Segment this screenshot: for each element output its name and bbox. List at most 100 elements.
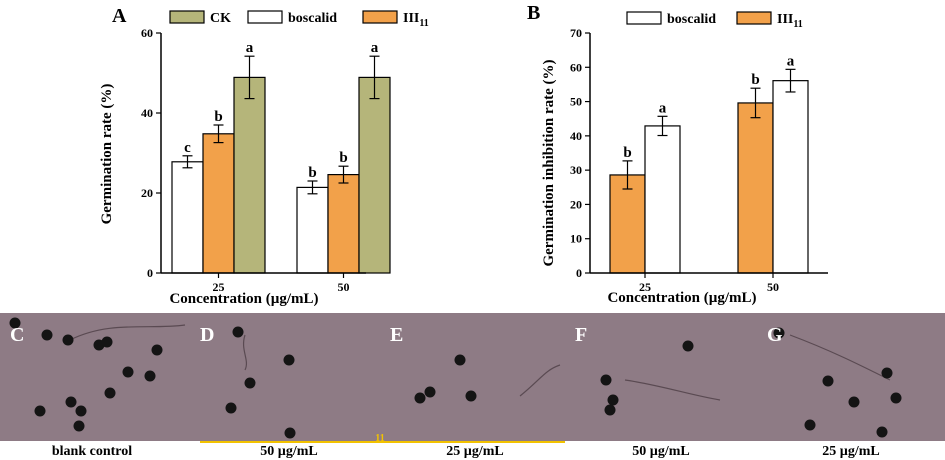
- chart-a-y-axis-title: Germination rate (%): [99, 84, 115, 225]
- y-tick-label: 40: [141, 106, 153, 120]
- spore: [101, 336, 113, 348]
- panel-letter-a: A: [112, 5, 127, 27]
- micrograph-caption: 50 µg/mL: [632, 444, 689, 459]
- micrograph-background: [380, 313, 565, 441]
- spore: [890, 392, 902, 404]
- error-bar: [785, 68, 796, 93]
- micrograph-captions: blank control 50 µg/mL 25 µg/mL 50 µg/mL 25 …: [52, 433, 945, 459]
- significance-label: b: [308, 165, 316, 181]
- error-bar: [338, 165, 349, 184]
- spore: [144, 370, 156, 382]
- hypha: [242, 334, 248, 371]
- micrograph-caption: 25 µg/mL: [822, 444, 879, 459]
- spore: [424, 386, 436, 398]
- micrograph-panel-g: G: [757, 313, 945, 441]
- chart-b-y-axis-title: Germination inhibition rate (%): [541, 59, 557, 266]
- error-bar: [750, 87, 761, 119]
- y-tick-label: 40: [570, 129, 582, 143]
- micrograph-background: [190, 313, 380, 441]
- spore: [414, 392, 426, 404]
- error-bar: [182, 155, 193, 169]
- spore: [876, 426, 888, 438]
- bar-ck-50: [358, 76, 391, 274]
- bar-iii-50: [327, 174, 360, 274]
- spore: [773, 327, 785, 339]
- spore: [232, 326, 244, 338]
- legend-swatch: [169, 10, 205, 24]
- y-tick-label: 0: [147, 266, 153, 280]
- error-bar: [307, 180, 318, 195]
- group-label-iii11: 11: [375, 433, 384, 444]
- spore: [804, 419, 816, 431]
- micrograph-panel-e: E: [380, 313, 565, 441]
- micrograph-caption: blank control: [52, 444, 132, 459]
- y-tick-label: 20: [570, 197, 582, 211]
- legend-item-iii: III11: [362, 10, 429, 29]
- legend-label: CK: [210, 11, 231, 26]
- x-tick-label: 50: [767, 280, 779, 294]
- panel-letter-b: B: [527, 2, 540, 24]
- bar-boscalid-50: [296, 186, 329, 274]
- spore: [600, 374, 612, 386]
- micrograph-panel-f: F: [565, 313, 757, 441]
- error-bar: [657, 115, 668, 137]
- micrograph-panel-c: C: [0, 313, 190, 441]
- spore: [225, 402, 237, 414]
- chart-a: A CK boscalid III11 0 20 40 60 25 c b a 50 b b a Conc…: [99, 5, 429, 307]
- y-tick-label: 20: [141, 186, 153, 200]
- spore: [73, 420, 85, 432]
- legend-item-iii: III11: [736, 11, 803, 30]
- micrograph-letter: C: [10, 324, 24, 346]
- spore: [283, 354, 295, 366]
- significance-label: a: [371, 40, 379, 56]
- legend-item-boscalid: boscalid: [626, 11, 716, 27]
- legend-label: III11: [403, 11, 429, 29]
- spore: [454, 354, 466, 366]
- spore: [75, 405, 87, 417]
- significance-label: b: [623, 145, 631, 161]
- legend-swatch: [626, 11, 662, 25]
- micrograph-strip: C D E F G: [0, 313, 945, 441]
- spore: [465, 390, 477, 402]
- spore: [122, 366, 134, 378]
- y-tick-label: 60: [141, 26, 153, 40]
- spore: [65, 396, 77, 408]
- chart-b-legend: boscalid III11: [626, 11, 803, 30]
- bar-iii-25: [202, 133, 235, 274]
- spore: [41, 329, 53, 341]
- spore: [62, 334, 74, 346]
- significance-label: a: [659, 100, 667, 116]
- y-tick-label: 70: [570, 26, 582, 40]
- error-bar: [213, 124, 224, 144]
- hypha: [789, 334, 891, 381]
- error-bar: [622, 160, 633, 190]
- spore: [284, 427, 296, 439]
- significance-label: b: [751, 72, 759, 88]
- bar-boscalid-25: [171, 161, 204, 274]
- chart-a-x-axis-title: Concentration (µg/mL): [169, 291, 318, 307]
- micrograph-caption: 50 µg/mL: [260, 444, 317, 459]
- legend-label: boscalid: [288, 11, 337, 26]
- legend-item-boscalid: boscalid: [247, 10, 337, 26]
- bar-ck-25: [233, 76, 266, 274]
- micrograph-caption: 25 µg/mL: [446, 444, 503, 459]
- x-tick-label: 25: [213, 280, 225, 294]
- micrograph-background: [0, 313, 190, 441]
- bar-iii-50: [737, 102, 774, 274]
- y-tick-label: 50: [570, 95, 582, 109]
- y-tick-label: 0: [576, 266, 582, 280]
- spore: [104, 387, 116, 399]
- micrograph-letter: E: [390, 324, 403, 346]
- chart-a-legend: CK boscalid III11: [169, 10, 429, 29]
- bar-boscalid-50: [772, 80, 809, 274]
- micrograph-letter: G: [767, 324, 783, 346]
- micrograph-panel-d: D: [190, 313, 380, 441]
- spore: [151, 344, 163, 356]
- hypha: [624, 379, 721, 401]
- micrograph-background: [757, 313, 945, 441]
- significance-label: a: [787, 53, 795, 69]
- x-tick-label: 25: [639, 280, 651, 294]
- micrograph-background: [565, 313, 757, 441]
- error-bar: [244, 55, 255, 100]
- micrograph-letter: D: [200, 324, 214, 346]
